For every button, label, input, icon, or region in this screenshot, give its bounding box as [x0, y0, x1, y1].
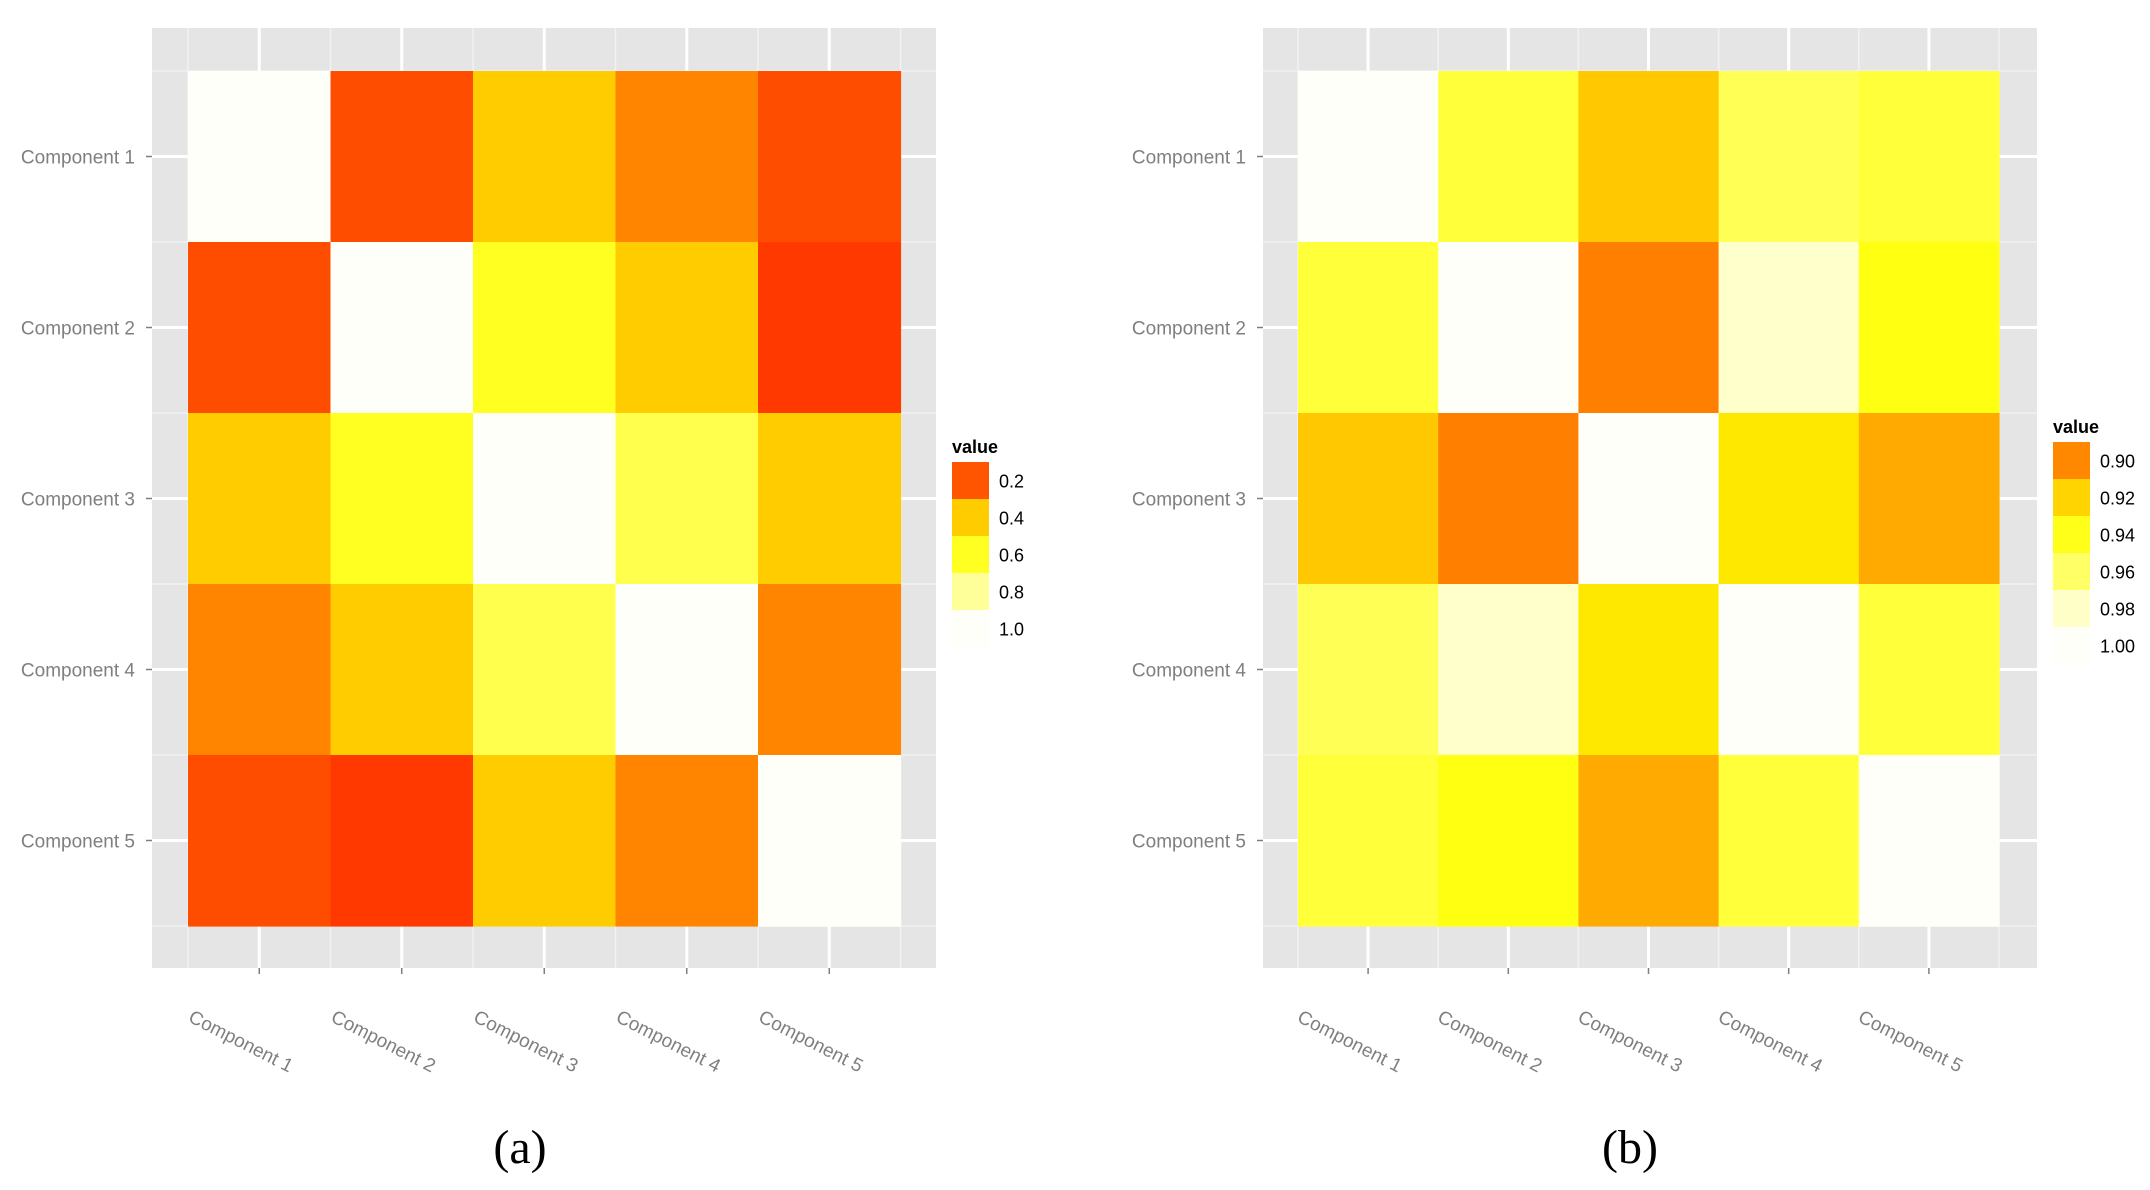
heatmap-cell — [1438, 584, 1579, 756]
y-tick-label: Component 2 — [21, 319, 135, 340]
heatmap-cell — [330, 242, 474, 414]
heatmap-cell — [615, 71, 759, 243]
legend-key — [2053, 553, 2090, 590]
heatmap-cell — [758, 71, 902, 243]
heatmap-cell — [1858, 242, 2000, 414]
legend-key — [952, 536, 989, 573]
heatmap-cell — [188, 755, 332, 927]
legend-label: 0.6 — [999, 546, 1024, 566]
y-tick-label: Component 3 — [1132, 490, 1246, 511]
x-tick-label: Component 4 — [1714, 1007, 1826, 1078]
heatmap-cell — [1858, 584, 2000, 756]
y-tick-label: Component 4 — [21, 661, 136, 682]
y-tick-label: Component 1 — [1132, 148, 1246, 169]
legend-key — [952, 573, 989, 610]
y-tick-label: Component 5 — [1132, 832, 1246, 853]
heatmap-cell — [1438, 413, 1579, 585]
legend-key — [2053, 516, 2090, 553]
legend-key — [952, 462, 989, 499]
y-tick-label: Component 3 — [21, 490, 135, 511]
heatmap-cell — [473, 71, 617, 243]
heatmap-panel-a: Component 1 Component 2 Component 3 Compone… — [21, 28, 1024, 1174]
x-tick-label: Component 4 — [612, 1007, 724, 1078]
legend-label: 0.8 — [999, 583, 1024, 603]
x-tick-label: Component 2 — [327, 1007, 438, 1078]
x-tick-label: Component 5 — [755, 1007, 866, 1078]
heatmap-cell — [615, 413, 759, 585]
heatmap-cell — [758, 584, 902, 756]
heatmap-cell — [1578, 584, 1720, 756]
x-tick-label: Component 1 — [1294, 1007, 1405, 1078]
heatmap-cell — [1578, 755, 1720, 927]
panel-caption: (b) — [1602, 1121, 1658, 1174]
heatmap-cell — [1438, 71, 1579, 243]
heatmap-cell — [188, 71, 332, 243]
legend-label: 0.4 — [999, 509, 1024, 529]
heatmap-cell — [1298, 413, 1439, 585]
heatmap-cell — [758, 242, 902, 414]
legend-label: 0.94 — [2100, 526, 2135, 546]
x-tick-label: Component 2 — [1434, 1007, 1545, 1078]
heatmap-cell — [1858, 71, 2000, 243]
panel-caption: (a) — [493, 1121, 546, 1174]
heatmap-panel-b: Component 1 Component 2 Component 3 Compone… — [1132, 28, 2135, 1174]
heatmap-cell — [188, 413, 332, 585]
heatmap-cell — [1298, 242, 1439, 414]
heatmap-cell — [330, 584, 474, 756]
legend-key — [2053, 627, 2090, 664]
heatmap-cell — [1718, 584, 1860, 756]
legend-label: 0.98 — [2100, 600, 2135, 620]
heatmap-cell — [1578, 413, 1720, 585]
legend-key — [2053, 479, 2090, 516]
x-tick-label: Component 3 — [1574, 1007, 1685, 1078]
heatmap-cell — [1858, 413, 2000, 585]
heatmap-cell — [330, 755, 474, 927]
heatmap-cell — [1858, 755, 2000, 927]
legend-key — [952, 499, 989, 536]
legend-key — [2053, 590, 2090, 627]
legend-title: value — [2053, 417, 2099, 437]
y-tick-label: Component 2 — [1132, 319, 1246, 340]
heatmap-cell — [473, 755, 617, 927]
heatmap-cell — [473, 242, 617, 414]
legend-key — [2053, 442, 2090, 479]
heatmap-cell — [758, 755, 902, 927]
heatmap-cell — [1298, 584, 1439, 756]
heatmap-cell — [615, 584, 759, 756]
heatmap-cell — [1718, 755, 1860, 927]
heatmap-cell — [1578, 71, 1720, 243]
legend-label: 1.0 — [999, 620, 1024, 640]
heatmap-cell — [1718, 413, 1860, 585]
heatmap-cell — [330, 413, 474, 585]
heatmap-cell — [473, 584, 617, 756]
legend-label: 0.96 — [2100, 563, 2135, 583]
heatmap-cell — [330, 71, 474, 243]
heatmap-cell — [188, 584, 332, 756]
heatmap-cell — [1578, 242, 1720, 414]
y-tick-label: Component 4 — [1132, 661, 1247, 682]
legend-label: 1.00 — [2100, 637, 2135, 657]
heatmap-cell — [615, 755, 759, 927]
heatmap-cell — [615, 242, 759, 414]
heatmap-cell — [1298, 755, 1439, 927]
legend-key — [952, 610, 989, 647]
legend-label: 0.90 — [2100, 452, 2135, 472]
legend-label: 0.92 — [2100, 489, 2135, 509]
heatmap-cell — [473, 413, 617, 585]
heatmap-cell — [1438, 242, 1579, 414]
legend-title: value — [952, 437, 998, 457]
x-tick-label: Component 3 — [470, 1007, 581, 1078]
y-tick-label: Component 1 — [21, 148, 135, 169]
heatmap-cell — [1438, 755, 1579, 927]
y-tick-label: Component 5 — [21, 832, 135, 853]
heatmap-cell — [188, 242, 332, 414]
x-tick-label: Component 5 — [1855, 1007, 1966, 1078]
heatmap-cell — [1718, 71, 1860, 243]
legend-label: 0.2 — [999, 472, 1024, 492]
heatmap-cell — [1298, 71, 1439, 243]
x-tick-label: Component 1 — [185, 1007, 296, 1078]
heatmap-cell — [1718, 242, 1860, 414]
heatmap-cell — [758, 413, 902, 585]
